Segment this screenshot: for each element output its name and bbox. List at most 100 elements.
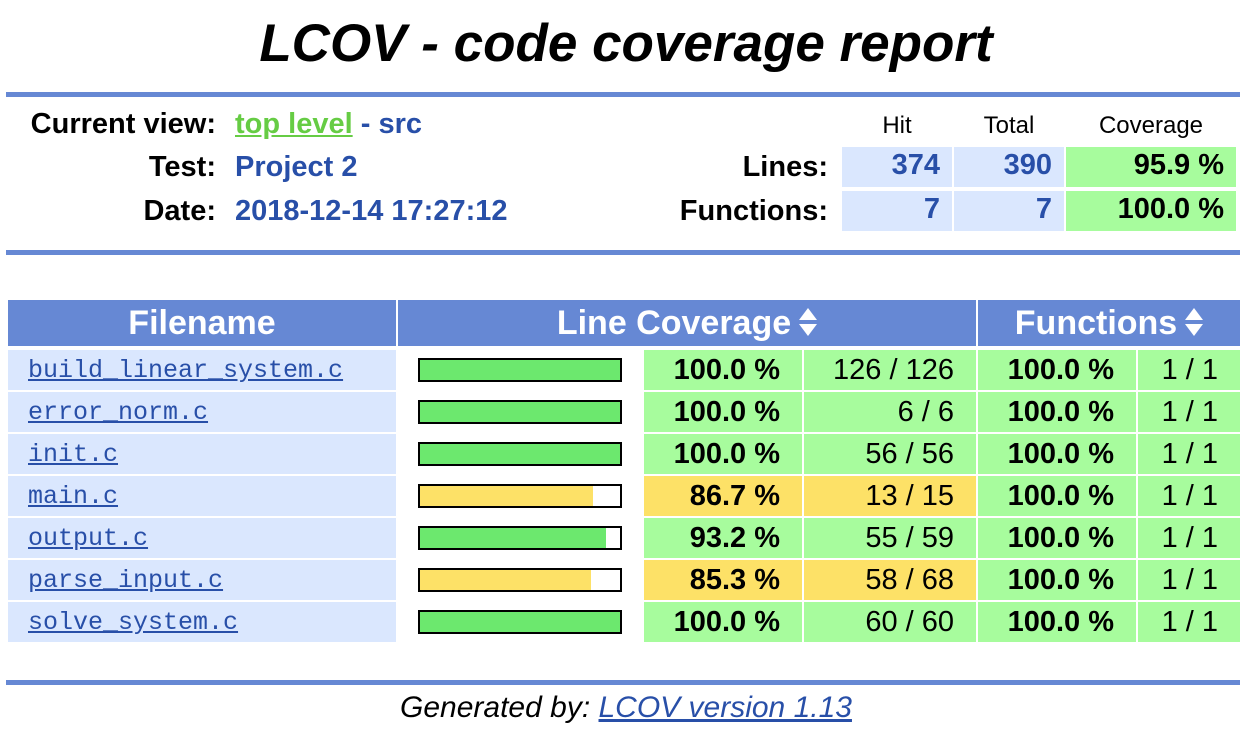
function-coverage-ratio: 1 / 1 (1138, 602, 1240, 642)
file-link[interactable]: build_linear_system.c (28, 356, 344, 385)
coverage-bar-cell (398, 434, 642, 474)
coverage-bar-cell (398, 476, 642, 516)
function-coverage-percent: 100.0 % (978, 560, 1136, 600)
function-coverage-percent: 100.0 % (978, 350, 1136, 390)
function-coverage-percent: 100.0 % (978, 518, 1136, 558)
file-link[interactable]: parse_input.c (28, 566, 224, 595)
function-coverage-ratio: 1 / 1 (1138, 434, 1240, 474)
date-value: 2018-12-14 17:27:12 (235, 195, 508, 227)
table-row: error_norm.c 100.0 % 6 / 6 100.0 % 1 / 1 (0, 392, 1252, 432)
coverage-bar-cell (398, 392, 642, 432)
coverage-bar (418, 400, 622, 424)
filename-cell: main.c (8, 476, 396, 516)
line-coverage-percent: 85.3 % (644, 560, 802, 600)
line-coverage-percent: 100.0 % (644, 392, 802, 432)
top-divider (6, 92, 1240, 97)
line-coverage-ratio: 126 / 126 (804, 350, 976, 390)
file-link[interactable]: init.c (28, 440, 119, 469)
lines-coverage-value: 95.9 % (1066, 147, 1236, 187)
lines-label: Lines: (742, 151, 828, 183)
lines-total-value: 390 (954, 147, 1064, 187)
coverage-bar-fill (420, 486, 593, 506)
line-coverage-ratio: 60 / 60 (804, 602, 976, 642)
lines-hit-value: 374 (842, 147, 952, 187)
functions-coverage-value: 100.0 % (1066, 191, 1236, 231)
filename-cell: build_linear_system.c (8, 350, 396, 390)
coverage-bar-cell (398, 602, 642, 642)
footer-divider (6, 680, 1240, 685)
function-coverage-ratio: 1 / 1 (1138, 518, 1240, 558)
filename-header-label: Filename (128, 304, 276, 342)
header-divider (6, 250, 1240, 255)
line-coverage-ratio: 55 / 59 (804, 518, 976, 558)
coverage-bar (418, 484, 622, 508)
function-coverage-ratio: 1 / 1 (1138, 476, 1240, 516)
function-coverage-ratio: 1 / 1 (1138, 350, 1240, 390)
line-coverage-percent: 86.7 % (644, 476, 802, 516)
line-coverage-header-label: Line Coverage (556, 304, 792, 342)
current-view-dir: src (378, 108, 422, 140)
table-row: solve_system.c 100.0 % 60 / 60 100.0 % 1 / 1 (0, 602, 1252, 642)
coverage-bar (418, 442, 622, 466)
table-row: build_linear_system.c 100.0 % 126 / 126 100… (0, 350, 1252, 390)
functions-column-header[interactable]: Functions (978, 300, 1240, 346)
filename-cell: parse_input.c (8, 560, 396, 600)
coverage-bar (418, 568, 622, 592)
coverage-bar-fill (420, 444, 620, 464)
filename-cell: output.c (8, 518, 396, 558)
total-column-header: Total (983, 112, 1035, 139)
sort-arrows-icon[interactable] (1185, 308, 1204, 337)
coverage-bar-fill (420, 570, 591, 590)
top-level-link[interactable]: top level (235, 108, 353, 140)
function-coverage-percent: 100.0 % (978, 434, 1136, 474)
filename-column-header[interactable]: Filename (8, 300, 396, 346)
file-link[interactable]: solve_system.c (28, 608, 239, 637)
functions-total-value: 7 (954, 191, 1064, 231)
line-coverage-percent: 100.0 % (644, 602, 802, 642)
table-row: output.c 93.2 % 55 / 59 100.0 % 1 / 1 (0, 518, 1252, 558)
line-coverage-percent: 100.0 % (644, 350, 802, 390)
hit-column-header: Hit (882, 112, 912, 139)
function-coverage-percent: 100.0 % (978, 476, 1136, 516)
lcov-version-link[interactable]: LCOV version 1.13 (598, 691, 852, 724)
function-coverage-percent: 100.0 % (978, 392, 1136, 432)
functions-hit-value: 7 (842, 191, 952, 231)
current-view-label: Current view: (30, 108, 216, 140)
page-title: LCOV - code coverage report (259, 14, 993, 73)
current-view-separator: - (352, 108, 379, 140)
footer: Generated by: LCOV version 1.13 (0, 688, 1252, 728)
date-label: Date: (143, 195, 216, 227)
table-row: parse_input.c 85.3 % 58 / 68 100.0 % 1 / 1 (0, 560, 1252, 600)
file-link[interactable]: output.c (28, 524, 149, 553)
coverage-bar (418, 526, 622, 550)
coverage-bar-cell (398, 518, 642, 558)
filename-cell: init.c (8, 434, 396, 474)
table-row: init.c 100.0 % 56 / 56 100.0 % 1 / 1 (0, 434, 1252, 474)
coverage-bar-fill (420, 402, 620, 422)
coverage-bar-fill (420, 360, 620, 380)
function-coverage-ratio: 1 / 1 (1138, 392, 1240, 432)
function-coverage-percent: 100.0 % (978, 602, 1136, 642)
file-link[interactable]: error_norm.c (28, 398, 209, 427)
coverage-bar (418, 358, 622, 382)
filename-cell: error_norm.c (8, 392, 396, 432)
generated-by-label: Generated by: (400, 691, 599, 724)
coverage-bar (418, 610, 622, 634)
test-value: Project 2 (235, 151, 358, 183)
coverage-bar-fill (420, 612, 620, 632)
filename-cell: solve_system.c (8, 602, 396, 642)
line-coverage-ratio: 58 / 68 (804, 560, 976, 600)
functions-label: Functions: (679, 195, 828, 227)
line-coverage-ratio: 56 / 56 (804, 434, 976, 474)
coverage-bar-fill (420, 528, 606, 548)
function-coverage-ratio: 1 / 1 (1138, 560, 1240, 600)
line-coverage-column-header[interactable]: Line Coverage (398, 300, 976, 346)
coverage-column-header: Coverage (1098, 112, 1204, 139)
line-coverage-percent: 100.0 % (644, 434, 802, 474)
line-coverage-percent: 93.2 % (644, 518, 802, 558)
file-link[interactable]: main.c (28, 482, 119, 511)
current-view-value: top level - src (235, 106, 422, 142)
functions-header-label: Functions (1014, 304, 1178, 342)
sort-arrows-icon[interactable] (799, 308, 818, 337)
line-coverage-ratio: 13 / 15 (804, 476, 976, 516)
